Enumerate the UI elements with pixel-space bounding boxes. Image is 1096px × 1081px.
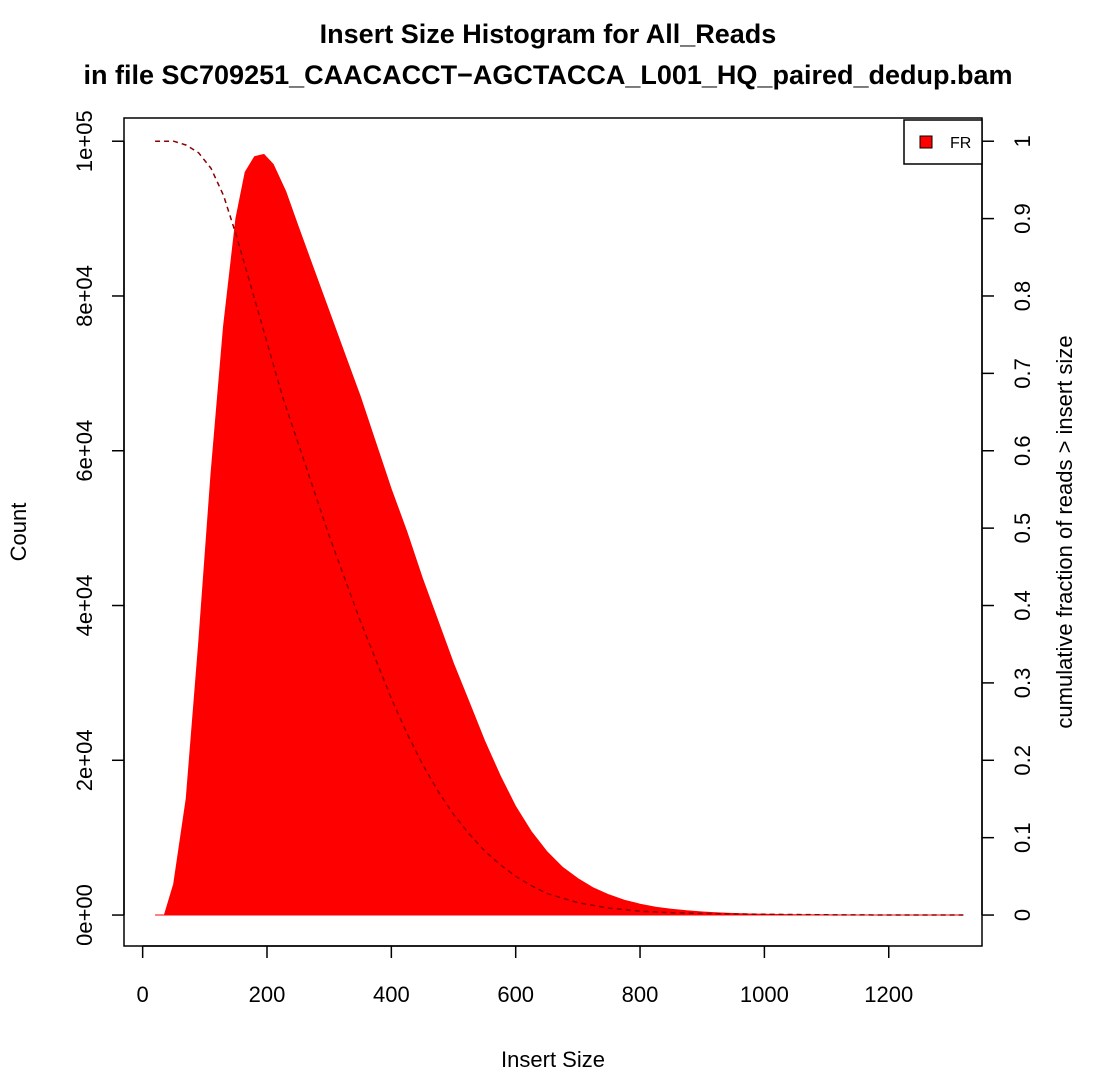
x-tick-label: 200 [249, 982, 286, 1007]
legend-label-fr: FR [950, 135, 971, 152]
y2-tick-label: 1 [1010, 135, 1035, 147]
histogram-series-fr [155, 153, 964, 916]
y-axis-left: 0e+00 2e+04 4e+04 6e+04 8e+04 1e+05 [72, 110, 125, 946]
y2-tick-label: 0 [1010, 909, 1035, 921]
y2-tick-label: 0.1 [1010, 822, 1035, 853]
cumulative-fraction-line [155, 140, 964, 916]
y2-tick-label: 0.5 [1010, 513, 1035, 544]
x-tick-label: 400 [373, 982, 410, 1007]
legend-swatch-fr [919, 135, 933, 149]
x-axis-label: Insert Size [501, 1047, 605, 1072]
chart-subtitle: in file SC709251_CAACACCT−AGCTACCA_L001_… [84, 60, 1013, 90]
y2-tick-label: 0.3 [1010, 668, 1035, 699]
y-tick-label: 0e+00 [72, 884, 97, 946]
x-axis: 0 200 400 600 800 1000 1200 [137, 945, 913, 1007]
y2-tick-label: 0.2 [1010, 745, 1035, 776]
y-tick-label: 1e+05 [72, 110, 97, 172]
y2-tick-label: 0.4 [1010, 590, 1035, 621]
chart-title: Insert Size Histogram for All_Reads [320, 19, 777, 49]
x-tick-label: 1200 [864, 982, 913, 1007]
x-tick-label: 600 [497, 982, 534, 1007]
y-tick-label: 2e+04 [72, 729, 97, 791]
x-tick-label: 0 [137, 982, 149, 1007]
x-tick-label: 1000 [740, 982, 789, 1007]
legend-box [903, 119, 983, 165]
y2-axis-label: cumulative fraction of reads > insert si… [1052, 335, 1077, 728]
y-tick-label: 6e+04 [72, 420, 97, 482]
y-tick-label: 4e+04 [72, 575, 97, 637]
y2-tick-label: 0.8 [1010, 281, 1035, 312]
y-axis-label: Count [6, 503, 31, 562]
legend: FR [903, 119, 983, 165]
plot-area [155, 140, 964, 916]
y2-tick-label: 0.7 [1010, 358, 1035, 389]
y2-tick-label: 0.9 [1010, 203, 1035, 234]
y-axis-right: 0 0.1 0.2 0.3 0.4 0.5 0.6 0.7 0.8 0.9 1 [981, 135, 1035, 921]
y2-tick-label: 0.6 [1010, 435, 1035, 466]
y-tick-label: 8e+04 [72, 265, 97, 327]
x-tick-label: 800 [622, 982, 659, 1007]
